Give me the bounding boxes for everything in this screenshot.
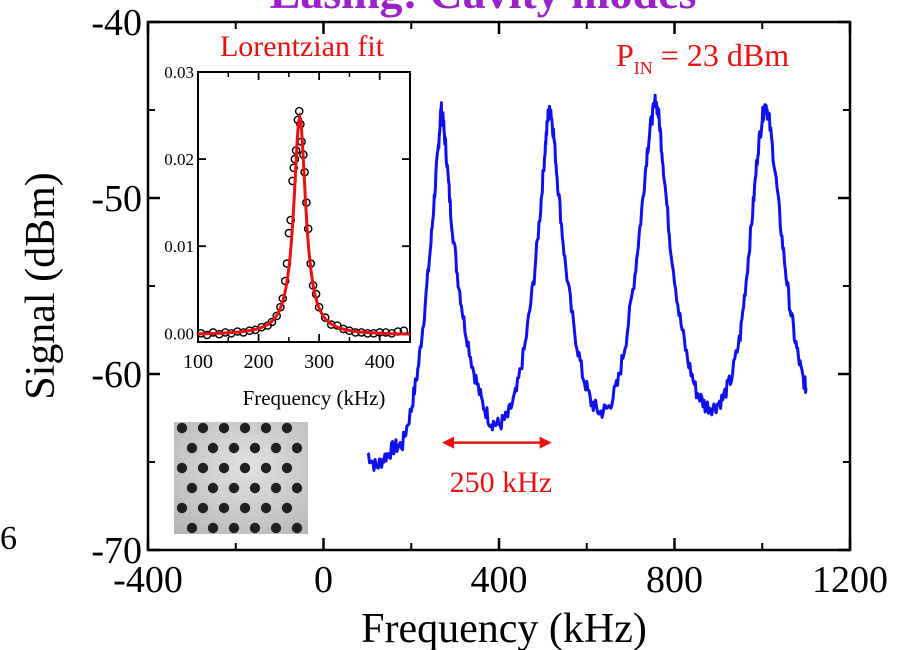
micrograph-hole <box>207 442 219 454</box>
inset-y-tick-label: 0.01 <box>164 237 194 256</box>
micrograph-hole <box>260 462 272 474</box>
inset-data-point <box>272 311 282 321</box>
x-tick-label: 1200 <box>812 559 888 601</box>
micrograph-hole <box>260 422 272 434</box>
micrograph-hole <box>228 442 240 454</box>
power-label-subscript: IN <box>634 58 653 78</box>
micrograph-hole <box>218 502 230 514</box>
spacing-arrow-head-right <box>539 436 552 449</box>
main-series <box>366 93 808 472</box>
inset-data-point <box>289 163 299 173</box>
micrograph-hole <box>291 522 303 534</box>
main-axes: -400 0 400 800 1200 -40 -50 -60 -70 Frequency (kH… <box>18 2 888 650</box>
micrograph-hole <box>239 502 251 514</box>
inset-data-point <box>320 313 330 322</box>
inset-chart: Lorentzian fit 100 200 300 400 0.00 0.01 0.02 0.… <box>164 30 411 410</box>
inset-x-tick-label: 400 <box>365 351 395 373</box>
inset-y-tick-label: 0.02 <box>164 150 194 169</box>
lorentzian-fit-line <box>198 111 410 336</box>
micrograph-hole <box>281 502 293 514</box>
micrograph-hole <box>186 482 198 494</box>
inset-x-axis-label: Frequency (kHz) <box>243 386 386 410</box>
micrograph-hole <box>239 422 251 434</box>
micrograph-hole <box>197 502 209 514</box>
chart-title: Lasing: Cavity modes <box>270 0 697 18</box>
micrograph-hole <box>218 462 230 474</box>
main-annotations: 250 kHz PIN = 23 dBm <box>441 37 789 499</box>
x-axis-label: Frequency (kHz) <box>361 606 647 650</box>
micrograph-hole <box>249 482 261 494</box>
micrograph-hole <box>281 422 293 434</box>
micrograph-hole <box>249 442 261 454</box>
inset-x-tick-label: 200 <box>244 351 274 373</box>
y-tick-label: -40 <box>91 2 142 44</box>
micrograph-hole <box>218 422 230 434</box>
micrograph-hole <box>291 442 303 454</box>
x-tick-label: 800 <box>646 559 703 601</box>
micrograph-hole <box>260 502 272 514</box>
micrograph-hole <box>176 502 188 514</box>
inset-plot-frame <box>197 71 411 343</box>
micrograph-hole <box>291 482 303 494</box>
inset-data-point <box>267 317 277 327</box>
micrograph-hole <box>228 482 240 494</box>
micrograph-hole <box>270 482 282 494</box>
micrograph-hole <box>186 442 198 454</box>
micrograph-hole <box>207 522 219 534</box>
spacing-label: 250 kHz <box>450 466 552 499</box>
spacing-arrow-head-left <box>441 436 454 449</box>
micrograph-hole <box>176 422 188 434</box>
micrograph-hole <box>197 462 209 474</box>
micrograph-hole <box>281 462 293 474</box>
power-label-symbol: P <box>616 37 634 73</box>
micrograph-hole <box>249 522 261 534</box>
photonic-crystal-micrograph <box>174 422 308 534</box>
spectrum-line <box>366 93 808 472</box>
x-tick-label: 0 <box>314 559 333 601</box>
stray-label: 6 <box>0 520 17 557</box>
micrograph-hole <box>239 462 251 474</box>
micrograph-hole <box>197 422 209 434</box>
micrograph-hole <box>228 522 240 534</box>
inset-y-tick-label: 0.00 <box>164 324 194 343</box>
power-label-value: = 23 dBm <box>653 37 789 73</box>
y-tick-label: -50 <box>91 178 142 220</box>
y-tick-label: -60 <box>91 354 142 396</box>
y-tick-label: -70 <box>91 530 142 572</box>
micrograph-hole <box>270 522 282 534</box>
inset-title: Lorentzian fit <box>220 30 385 63</box>
micrograph-background <box>174 422 308 534</box>
x-tick-label: 400 <box>471 559 528 601</box>
inset-x-tick-label: 100 <box>183 351 213 373</box>
micrograph-hole <box>270 442 282 454</box>
micrograph-hole <box>176 462 188 474</box>
inset-y-tick-label: 0.03 <box>164 63 194 82</box>
micrograph-hole <box>186 522 198 534</box>
inset-x-tick-label: 300 <box>304 351 334 373</box>
y-axis-label: Signal (dBm) <box>18 172 64 400</box>
micrograph-hole <box>207 482 219 494</box>
x-tick-label: -400 <box>113 559 183 601</box>
power-label: PIN = 23 dBm <box>616 37 789 78</box>
